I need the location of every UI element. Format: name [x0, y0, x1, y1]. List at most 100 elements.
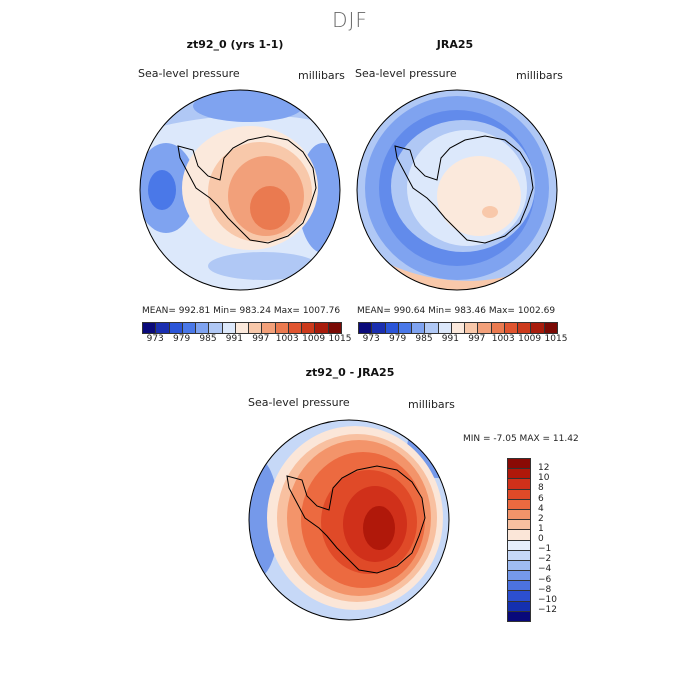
right-colorbar-swatch: [465, 323, 479, 333]
diff-polar-map: [248, 419, 450, 621]
right-panel-title: JRA25: [436, 38, 474, 51]
diff-colorbar-tick-label: 8: [538, 483, 544, 494]
right-colorbar-tick-label: 1015: [544, 334, 568, 344]
left-colorbar-swatch: [169, 323, 183, 333]
right-colorbar-ticks: 973 979 985 991 997 1003 1009 1015: [358, 334, 568, 346]
left-colorbar-swatch: [235, 323, 250, 333]
right-colorbar: [358, 322, 558, 334]
left-low-pressure-north: [193, 90, 303, 122]
left-polar-map: [139, 89, 341, 291]
left-colorbar-tick-label: 991: [225, 334, 243, 344]
diff-colorbar-swatch: [508, 560, 530, 572]
diff-colorbar-swatch: [508, 581, 530, 592]
right-polar-map: [356, 89, 558, 291]
diff-colorbar-tick-label: −12: [538, 604, 557, 615]
diff-colorbar-tick-label: 12: [538, 463, 550, 474]
right-colorbar-swatch: [451, 323, 466, 333]
right-colorbar-tick-label: 997: [468, 334, 486, 344]
diff-field-label: Sea-level pressure: [248, 396, 350, 409]
right-colorbar-swatch: [412, 323, 426, 333]
diff-colorbar-swatch: [508, 469, 530, 480]
diff-colorbar-swatch: [508, 550, 530, 561]
left-colorbar-swatch: [182, 323, 197, 333]
diff-colorbar-tick-label: 0: [538, 534, 544, 544]
left-colorbar-swatch: [288, 323, 303, 333]
right-stats: MEAN= 990.64 Min= 983.46 Max= 1002.69: [357, 306, 556, 316]
diff-panel-title: zt92_0 - JRA25: [305, 366, 395, 379]
left-colorbar: [142, 322, 342, 334]
left-units-label: millibars: [298, 69, 345, 82]
diff-colorbar-swatch: [508, 520, 530, 531]
right-colorbar-tick-label: 1003: [491, 334, 515, 344]
diff-minmax: MIN = -7.05 MAX = 11.42: [463, 434, 579, 444]
left-colorbar-tick-label: 1003: [275, 334, 299, 344]
diff-colorbar-tick-label: 2: [538, 513, 544, 524]
left-low-pressure-west-core: [148, 170, 176, 210]
left-field-label: Sea-level pressure: [138, 67, 240, 80]
right-colorbar-tick-label: 979: [389, 334, 407, 344]
left-colorbar-swatch: [222, 323, 236, 333]
right-colorbar-swatch: [385, 323, 399, 333]
diff-colorbar-tick-label: 10: [538, 473, 550, 484]
right-colorbar-swatch: [518, 323, 532, 333]
right-colorbar-tick-label: 1009: [518, 334, 542, 344]
right-colorbar-tick-label: 991: [441, 334, 459, 344]
right-colorbar-swatch: [425, 323, 439, 333]
right-field-label: Sea-level pressure: [355, 67, 457, 80]
diff-colorbar-swatch: [508, 479, 530, 490]
left-colorbar-swatch: [249, 323, 263, 333]
left-colorbar-tick-label: 1015: [328, 334, 352, 344]
diff-antarctic-coastline: [286, 465, 426, 574]
left-colorbar-swatch: [143, 323, 157, 333]
diff-colorbar-tick-label: −8: [538, 584, 552, 595]
left-panel-title: zt92_0 (yrs 1-1): [186, 38, 284, 51]
diff-units-label: millibars: [408, 398, 455, 411]
right-colorbar-swatch: [544, 323, 557, 333]
right-colorbar-swatch: [359, 323, 373, 333]
diff-colorbar-swatch: [508, 499, 530, 510]
diff-colorbar-tick-label: −6: [538, 574, 552, 585]
diff-positive-6: [363, 506, 395, 550]
diff-colorbar-tick-label: −1: [538, 544, 552, 555]
left-colorbar-tick-label: 979: [173, 334, 191, 344]
right-colorbar-swatch: [491, 323, 505, 333]
right-colorbar-swatch: [504, 323, 519, 333]
left-colorbar-swatch: [262, 323, 276, 333]
diff-colorbar-swatch: [508, 611, 530, 621]
diff-colorbar-tick-label: 6: [538, 493, 544, 504]
diff-colorbar-tick-label: 4: [538, 503, 544, 514]
right-colorbar-swatch: [478, 323, 492, 333]
left-colorbar-tick-label: 973: [146, 334, 164, 344]
left-stats: MEAN= 992.81 Min= 983.24 Max= 1007.76: [142, 306, 341, 316]
right-colorbar-swatch: [531, 323, 545, 333]
left-colorbar-swatch: [196, 323, 210, 333]
right-warm-spot: [482, 206, 498, 218]
diff-colorbar-swatch: [508, 601, 530, 612]
diff-colorbar-tick-label: 1: [538, 523, 544, 534]
diff-colorbar-swatch: [508, 530, 530, 541]
right-warm-zone: [437, 156, 521, 236]
left-colorbar-swatch: [328, 323, 341, 333]
right-colorbar-tick-label: 973: [362, 334, 380, 344]
right-colorbar-swatch: [438, 323, 452, 333]
diff-colorbar-swatch: [508, 571, 530, 582]
left-colorbar-swatch: [302, 323, 316, 333]
diff-colorbar-swatch: [508, 540, 530, 551]
diff-colorbar-swatch: [508, 459, 530, 470]
diff-colorbar-tick-label: −10: [538, 594, 557, 605]
right-colorbar-swatch: [398, 323, 413, 333]
diff-colorbar-swatch: [508, 591, 530, 602]
left-colorbar-tick-label: 985: [199, 334, 217, 344]
diff-negative-west: [249, 458, 279, 578]
left-colorbar-swatch: [315, 323, 329, 333]
right-colorbar-swatch: [372, 323, 386, 333]
left-antarctic-coastline: [177, 135, 317, 244]
diff-colorbar-tick-label: −4: [538, 564, 552, 575]
left-colorbar-tick-label: 997: [252, 334, 270, 344]
right-antarctic-coastline: [394, 135, 534, 244]
diff-colorbar-swatch: [508, 489, 530, 500]
left-colorbar-swatch: [275, 323, 289, 333]
left-colorbar-ticks: 973 979 985 991 997 1003 1009 1015: [142, 334, 352, 346]
season-title: DJF: [332, 8, 368, 32]
left-warm-zone-4: [250, 186, 290, 230]
